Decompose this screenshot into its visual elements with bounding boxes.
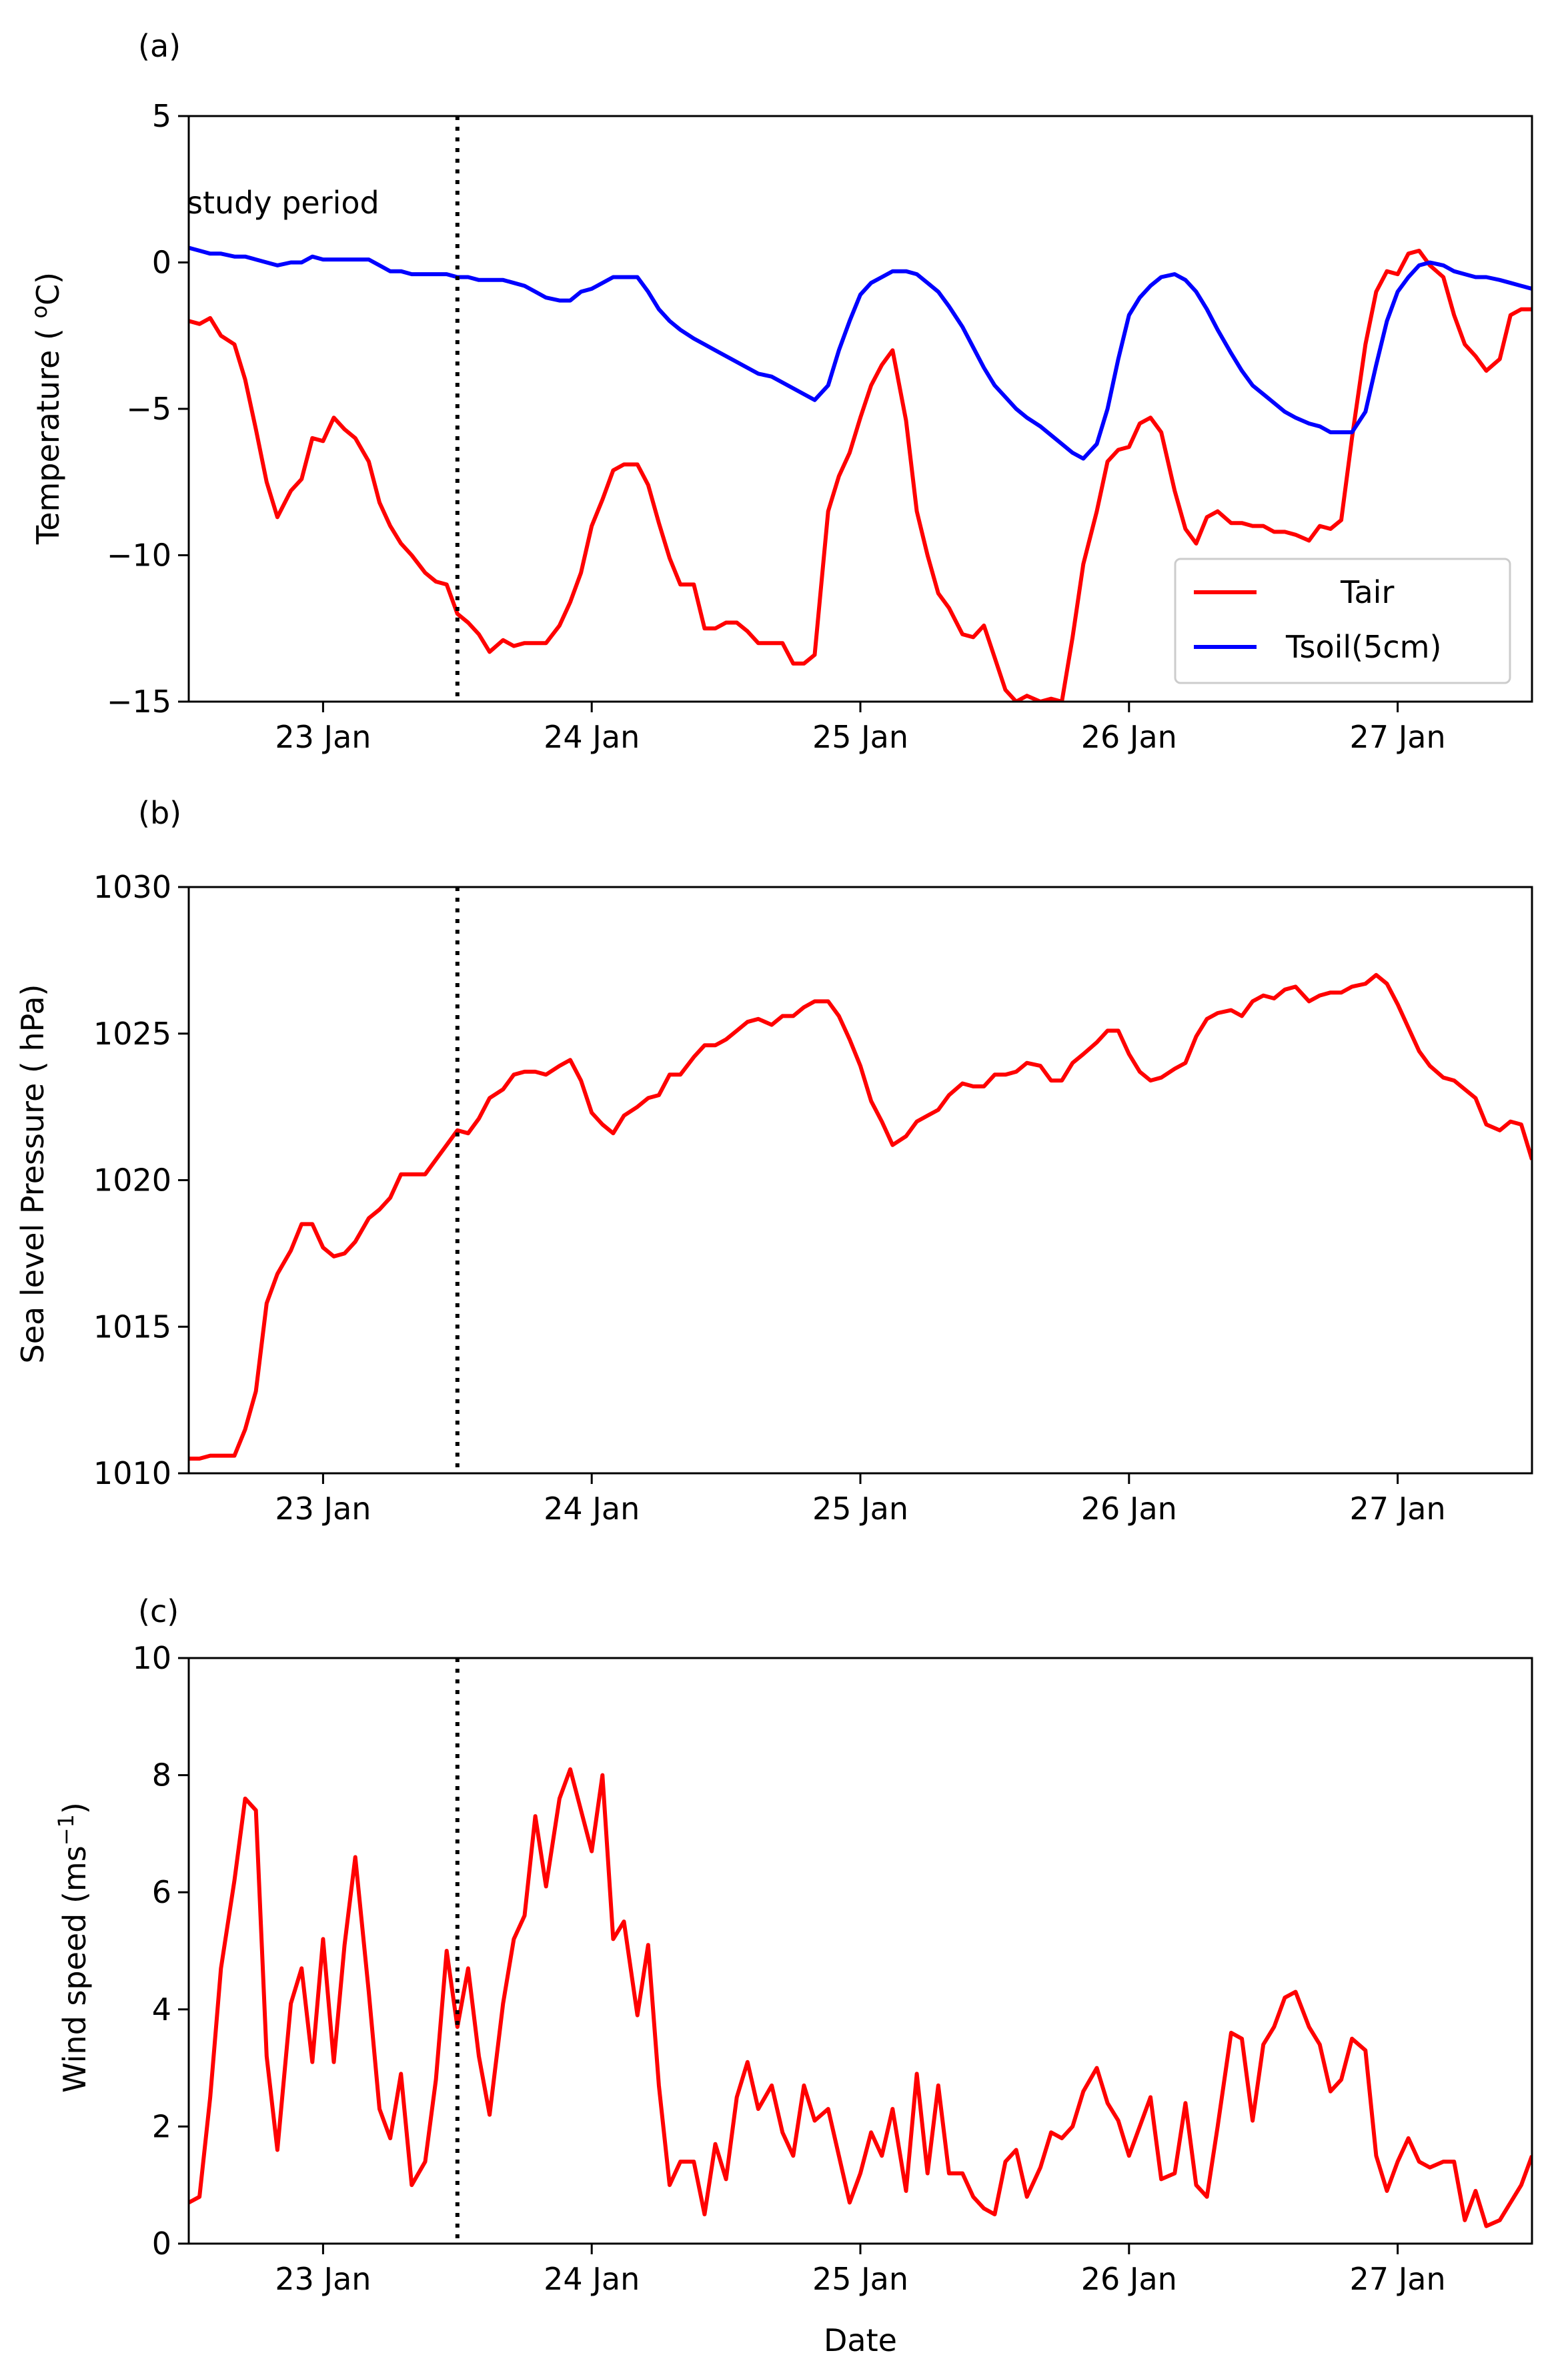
y-axis-label-pressure: Sea level Pressure ( hPa) (15, 984, 51, 1364)
y-tick-label: 1010 (93, 1455, 171, 1491)
panel-a-temperature: (a) study period −15 −10 −5 0 5 23 Jan 24 Jan… (27, 28, 1533, 755)
x-tick-label: 25 Jan (812, 1491, 908, 1527)
y-tick-label: 8 (152, 1757, 171, 1793)
panel-a-series (189, 245, 1532, 702)
panel-b-x-ticks: 23 Jan 24 Jan 25 Jan 26 Jan 27 Jan (275, 1473, 1446, 1527)
x-tick-label: 25 Jan (812, 719, 908, 755)
panel-label-a: (a) (138, 28, 181, 64)
x-tick-label: 25 Jan (812, 2261, 908, 2297)
ylabel-c-part3: ) (57, 1802, 93, 1814)
y-tick-label: 1025 (93, 1016, 171, 1052)
y-tick-label: 1015 (93, 1309, 171, 1345)
panel-b-y-ticks: 1010 1015 1020 1025 1030 (93, 869, 189, 1491)
y-tick-label: 10 (132, 1640, 171, 1676)
ylabel-a-degree-sup: o (27, 305, 52, 319)
panel-b-pressure: (b) 1010 1015 1020 1025 1030 23 Jan 24 Jan 25 … (15, 795, 1533, 1527)
y-axis-label-wind: Wind speed (ms−1) (53, 1802, 93, 2093)
x-tick-label: 23 Jan (275, 1491, 371, 1527)
y-tick-label: 5 (152, 98, 171, 134)
x-tick-label: 24 Jan (544, 2261, 640, 2297)
series-line-slp (189, 972, 1532, 1461)
ylabel-c-part1: Wind speed (ms (57, 1845, 93, 2093)
y-tick-label: 2 (152, 2108, 171, 2144)
legend-label-tsoil: Tsoil(5cm) (1285, 629, 1441, 665)
ylabel-c-sup: −1 (53, 1814, 79, 1845)
x-tick-label: 27 Jan (1350, 1491, 1446, 1527)
panel-c-wind: (c) 0 2 4 6 8 10 23 Jan 24 Jan 25 Jan 26 Jan 27 J… (53, 1593, 1533, 2358)
legend: Tair Tsoil(5cm) (1174, 558, 1511, 684)
panel-c-x-ticks: 23 Jan 24 Jan 25 Jan 26 Jan 27 Jan (275, 2244, 1446, 2297)
x-tick-label: 26 Jan (1081, 719, 1177, 755)
panel-a-x-ticks: 23 Jan 24 Jan 25 Jan 26 Jan 27 Jan (275, 702, 1446, 755)
x-tick-label: 23 Jan (275, 719, 371, 755)
x-tick-label: 27 Jan (1350, 719, 1446, 755)
y-tick-label: −5 (126, 391, 171, 427)
y-tick-label: 6 (152, 1874, 171, 1910)
y-axis-label-temperature: Temperature ( oC) (27, 272, 66, 545)
panel-c-y-ticks: 0 2 4 6 8 10 (132, 1640, 189, 2262)
panel-label-b: (b) (138, 795, 181, 831)
study-period-annotation: study period (187, 185, 379, 221)
ylabel-a-part3: C) (30, 272, 66, 305)
legend-label-tair: Tair (1340, 574, 1394, 610)
panel-c-series (189, 1767, 1532, 2228)
y-tick-label: 1030 (93, 869, 171, 905)
y-tick-label: −10 (107, 538, 171, 574)
legend-box (1174, 558, 1511, 684)
y-tick-label: 4 (152, 1992, 171, 2028)
series-line-tair (189, 248, 1532, 702)
x-tick-label: 27 Jan (1350, 2261, 1446, 2297)
x-axis-label-date: Date (824, 2322, 897, 2358)
ylabel-a-part1: Temperature ( (30, 319, 66, 546)
panel-label-c: (c) (138, 1593, 179, 1629)
y-tick-label: −15 (107, 684, 171, 720)
x-tick-label: 26 Jan (1081, 2261, 1177, 2297)
y-tick-label: 0 (152, 245, 171, 281)
panel-a-y-ticks: −15 −10 −5 0 5 (107, 98, 189, 720)
x-tick-label: 24 Jan (544, 1491, 640, 1527)
y-tick-label: 1020 (93, 1162, 171, 1199)
series-line-wind-speed (189, 1767, 1532, 2228)
y-tick-label: 0 (152, 2226, 171, 2262)
panel-b-frame (187, 886, 1533, 1475)
panel-b-series (189, 972, 1532, 1461)
x-tick-label: 24 Jan (544, 719, 640, 755)
x-tick-label: 23 Jan (275, 2261, 371, 2297)
series-line-tsoil-5cm (189, 245, 1532, 461)
x-tick-label: 26 Jan (1081, 1491, 1177, 1527)
panel-c-frame (187, 1657, 1533, 2245)
